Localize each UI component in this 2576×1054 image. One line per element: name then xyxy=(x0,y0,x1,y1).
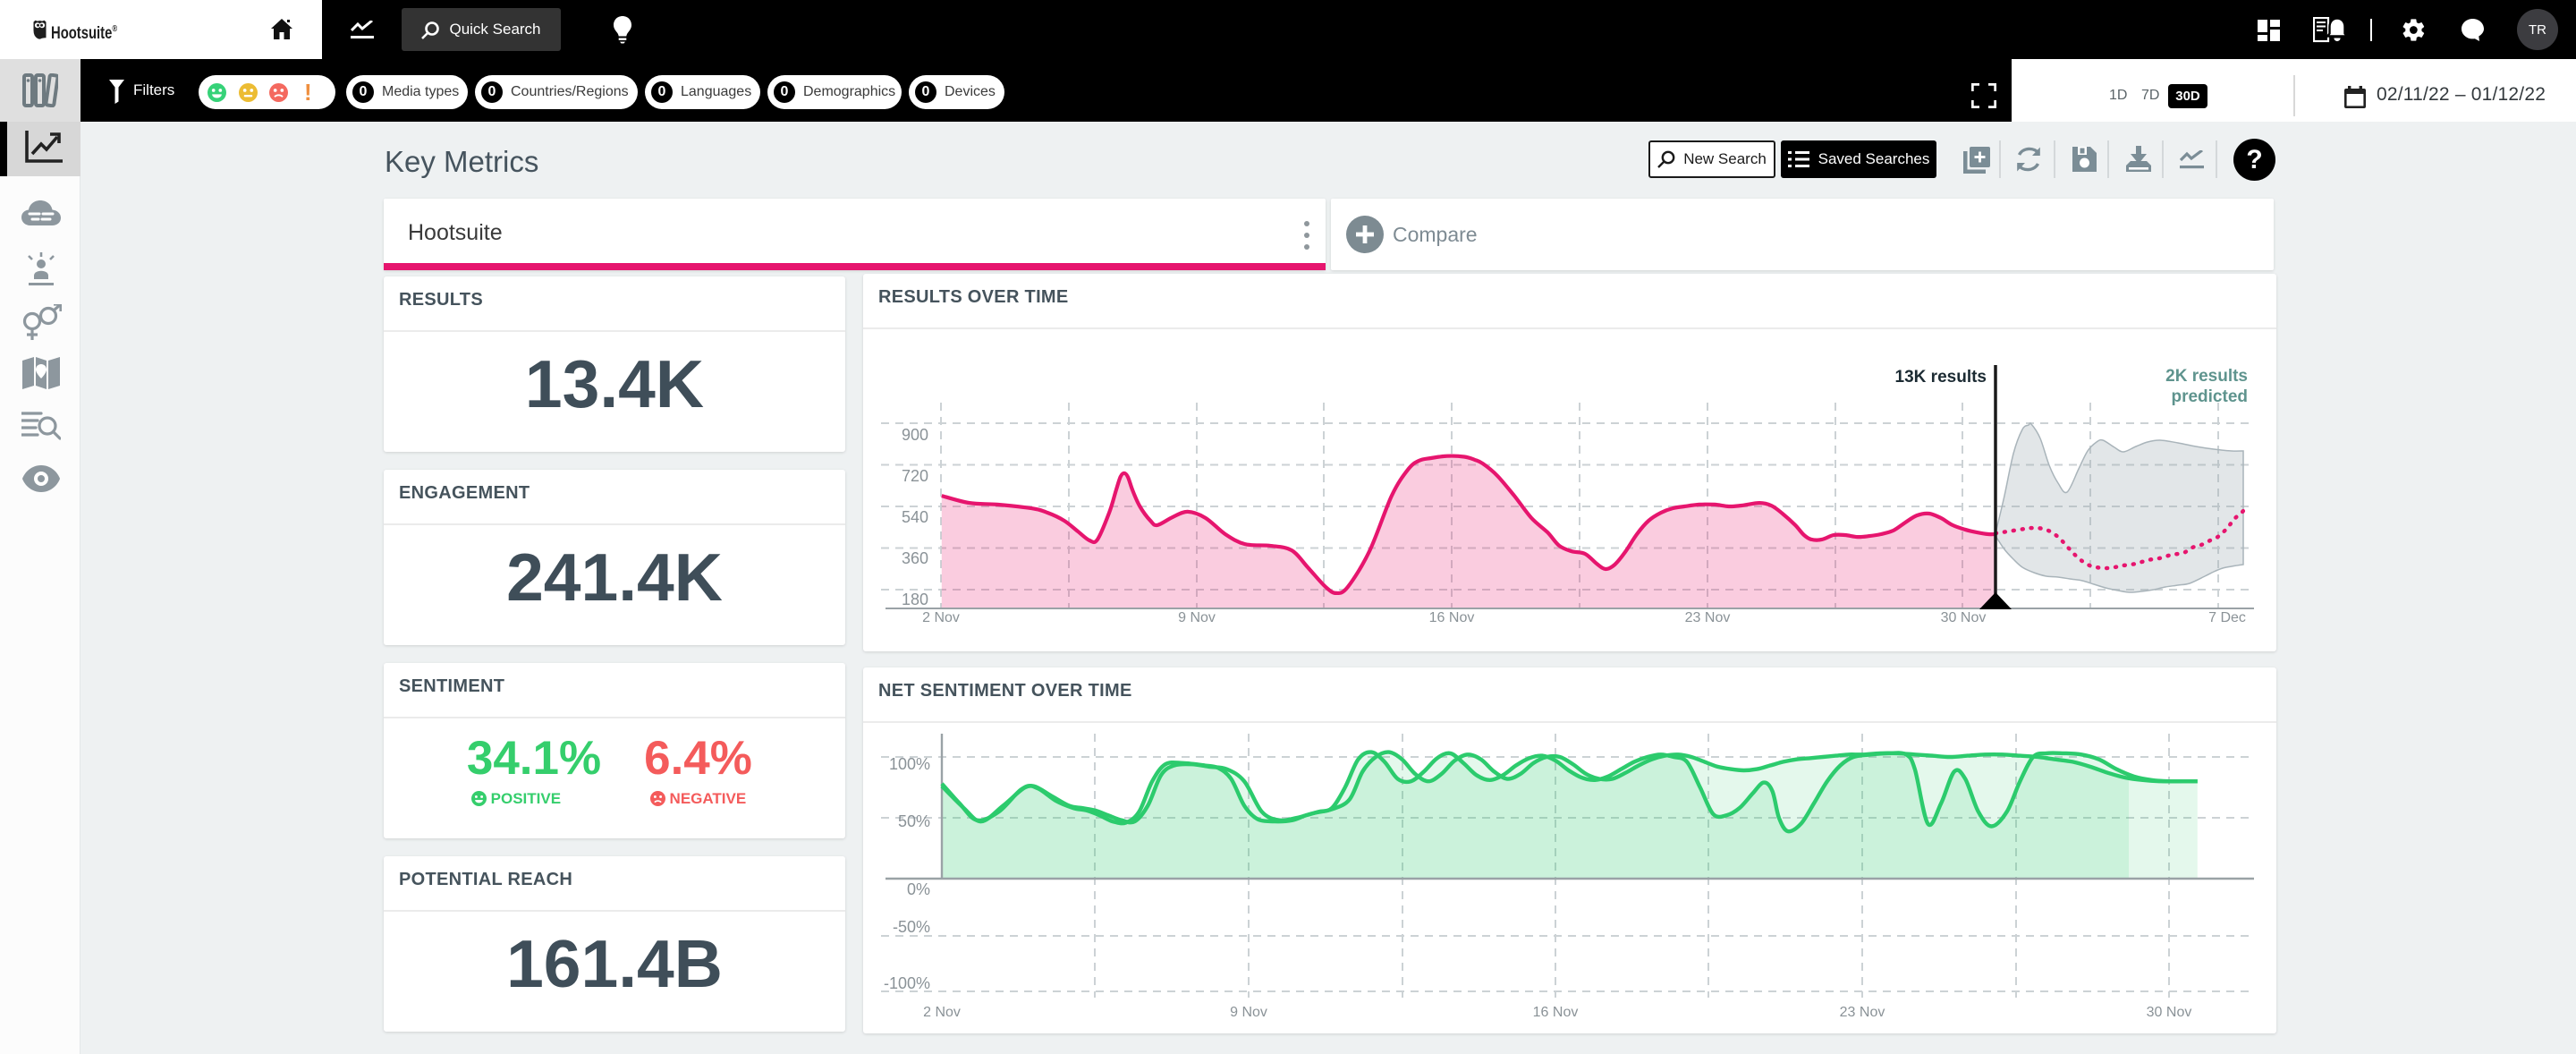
svg-text:30 Nov: 30 Nov xyxy=(1941,610,1987,625)
svg-text:50%: 50% xyxy=(898,812,930,830)
svg-text:2 Nov: 2 Nov xyxy=(923,1005,961,1020)
svg-text:9 Nov: 9 Nov xyxy=(1230,1005,1267,1020)
svg-text:-50%: -50% xyxy=(893,918,930,936)
svg-text:540: 540 xyxy=(902,508,928,526)
svg-text:16 Nov: 16 Nov xyxy=(1533,1005,1579,1020)
svg-text:9 Nov: 9 Nov xyxy=(1178,610,1216,625)
svg-text:900: 900 xyxy=(902,426,928,444)
svg-text:720: 720 xyxy=(902,467,928,485)
svg-text:23 Nov: 23 Nov xyxy=(1840,1005,1885,1020)
svg-text:30 Nov: 30 Nov xyxy=(2147,1005,2192,1020)
svg-text:-100%: -100% xyxy=(884,974,930,992)
svg-text:2K results: 2K results xyxy=(2165,367,2248,386)
svg-text:predicted: predicted xyxy=(2171,387,2248,406)
svg-text:2 Nov: 2 Nov xyxy=(922,610,960,625)
svg-text:23 Nov: 23 Nov xyxy=(1685,610,1731,625)
svg-text:360: 360 xyxy=(902,549,928,567)
svg-text:0%: 0% xyxy=(907,880,930,898)
svg-text:7 Dec: 7 Dec xyxy=(2208,610,2246,625)
svg-text:16 Nov: 16 Nov xyxy=(1429,610,1475,625)
svg-text:13K results: 13K results xyxy=(1895,368,1987,387)
svg-text:100%: 100% xyxy=(889,755,930,773)
svg-text:180: 180 xyxy=(902,591,928,608)
